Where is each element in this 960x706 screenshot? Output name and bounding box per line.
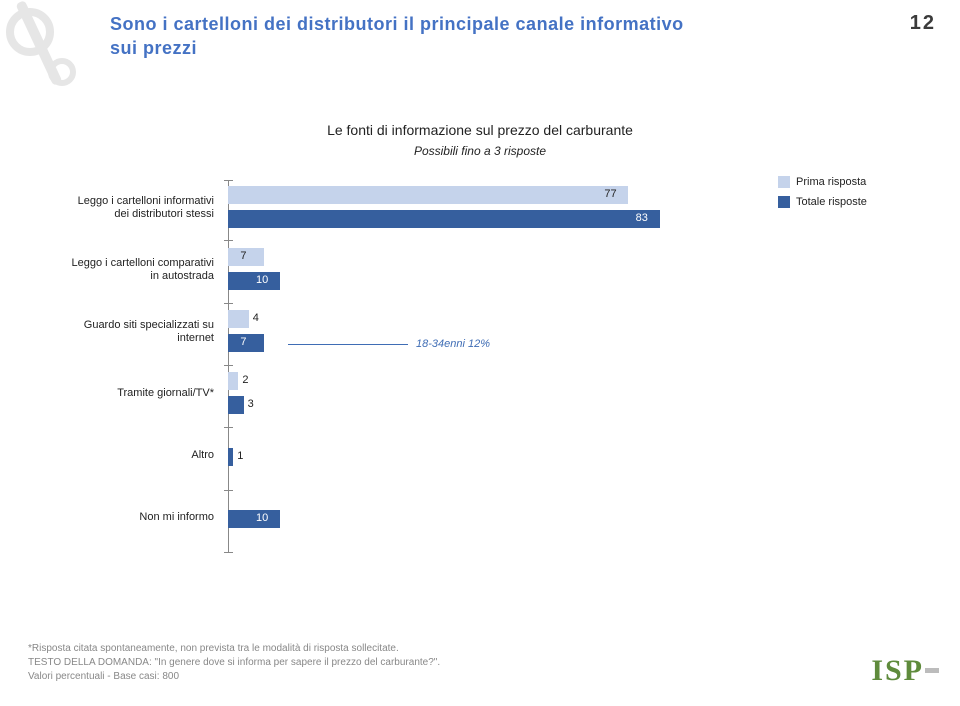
percent-watermark (0, 0, 110, 90)
bar-series1 (228, 186, 628, 204)
legend-item-2: Totale risposte (778, 196, 908, 208)
category-label: Altro (70, 428, 220, 484)
axis-tick (224, 240, 233, 241)
category-label: Guardo siti specializzati su internet (70, 304, 220, 360)
chart-row: Leggo i cartelloni comparativi in autost… (90, 242, 770, 298)
bars-wrap: 10 (228, 496, 770, 540)
category-label: Tramite giornali/TV* (70, 366, 220, 422)
page-number: 12 (910, 12, 936, 35)
chart-row: Leggo i cartelloni informativi dei distr… (90, 180, 770, 236)
value-label: 1 (237, 450, 243, 462)
chart-subtitle: Le fonti di informazione sul prezzo del … (0, 122, 960, 138)
footer-line-1: *Risposta citata spontaneamente, non pre… (28, 642, 440, 656)
bars-wrap: 77 83 (228, 186, 770, 230)
legend-item-1: Prima risposta (778, 176, 908, 188)
value-label: 77 (604, 188, 616, 200)
legend: Prima risposta Totale risposte (778, 176, 908, 216)
axis-tick (224, 552, 233, 553)
value-label: 2 (242, 374, 248, 386)
value-label: 4 (253, 312, 259, 324)
category-label: Non mi informo (70, 490, 220, 546)
logo-dash-icon (925, 668, 939, 673)
chart-row: Altro1 (90, 428, 770, 484)
bars-wrap: 23 (228, 372, 770, 416)
value-label: 7 (240, 336, 246, 348)
title-line-2: sui prezzi (110, 38, 197, 58)
legend-swatch-2 (778, 196, 790, 208)
value-label: 83 (636, 212, 648, 224)
bar-series2 (228, 510, 280, 528)
bars-wrap: 1 (228, 434, 770, 478)
title-line-1: Sono i cartelloni dei distributori il pr… (110, 14, 684, 34)
chart-row: Tramite giornali/TV*23 (90, 366, 770, 422)
chart-row: Non mi informo10 (90, 490, 770, 546)
callout-text: 18-34enni 12% (416, 338, 490, 350)
ispo-logo: ISP (871, 654, 940, 688)
footer-line-3: Valori percentuali - Base casi: 800 (28, 670, 440, 684)
bars-wrap: 7 10 (228, 248, 770, 292)
bar-series1 (228, 310, 249, 328)
bar-series1 (228, 372, 238, 390)
chart-row: Guardo siti specializzati su internet47 (90, 304, 770, 360)
legend-label-2: Totale risposte (796, 196, 867, 208)
legend-swatch-1 (778, 176, 790, 188)
value-label: 7 (240, 250, 246, 262)
category-label: Leggo i cartelloni comparativi in autost… (70, 242, 220, 298)
legend-label-1: Prima risposta (796, 176, 866, 188)
category-label: Leggo i cartelloni informativi dei distr… (70, 180, 220, 236)
bar-series2 (228, 210, 660, 228)
bar-series2 (228, 396, 244, 414)
value-label: 10 (256, 512, 268, 524)
bar-chart: Leggo i cartelloni informativi dei distr… (90, 180, 770, 580)
page-title: Sono i cartelloni dei distributori il pr… (110, 12, 930, 61)
footer-notes: *Risposta citata spontaneamente, non pre… (28, 642, 440, 684)
bar-series2 (228, 272, 280, 290)
bar-series2 (228, 448, 233, 466)
callout-line (288, 344, 408, 345)
logo-text: ISP (871, 654, 924, 687)
footer-line-2: TESTO DELLA DOMANDA: "In genere dove si … (28, 656, 440, 670)
bars-wrap: 47 (228, 310, 770, 354)
chart-subtitle-note: Possibili fino a 3 risposte (0, 144, 960, 158)
value-label: 3 (248, 398, 254, 410)
value-label: 10 (256, 274, 268, 286)
